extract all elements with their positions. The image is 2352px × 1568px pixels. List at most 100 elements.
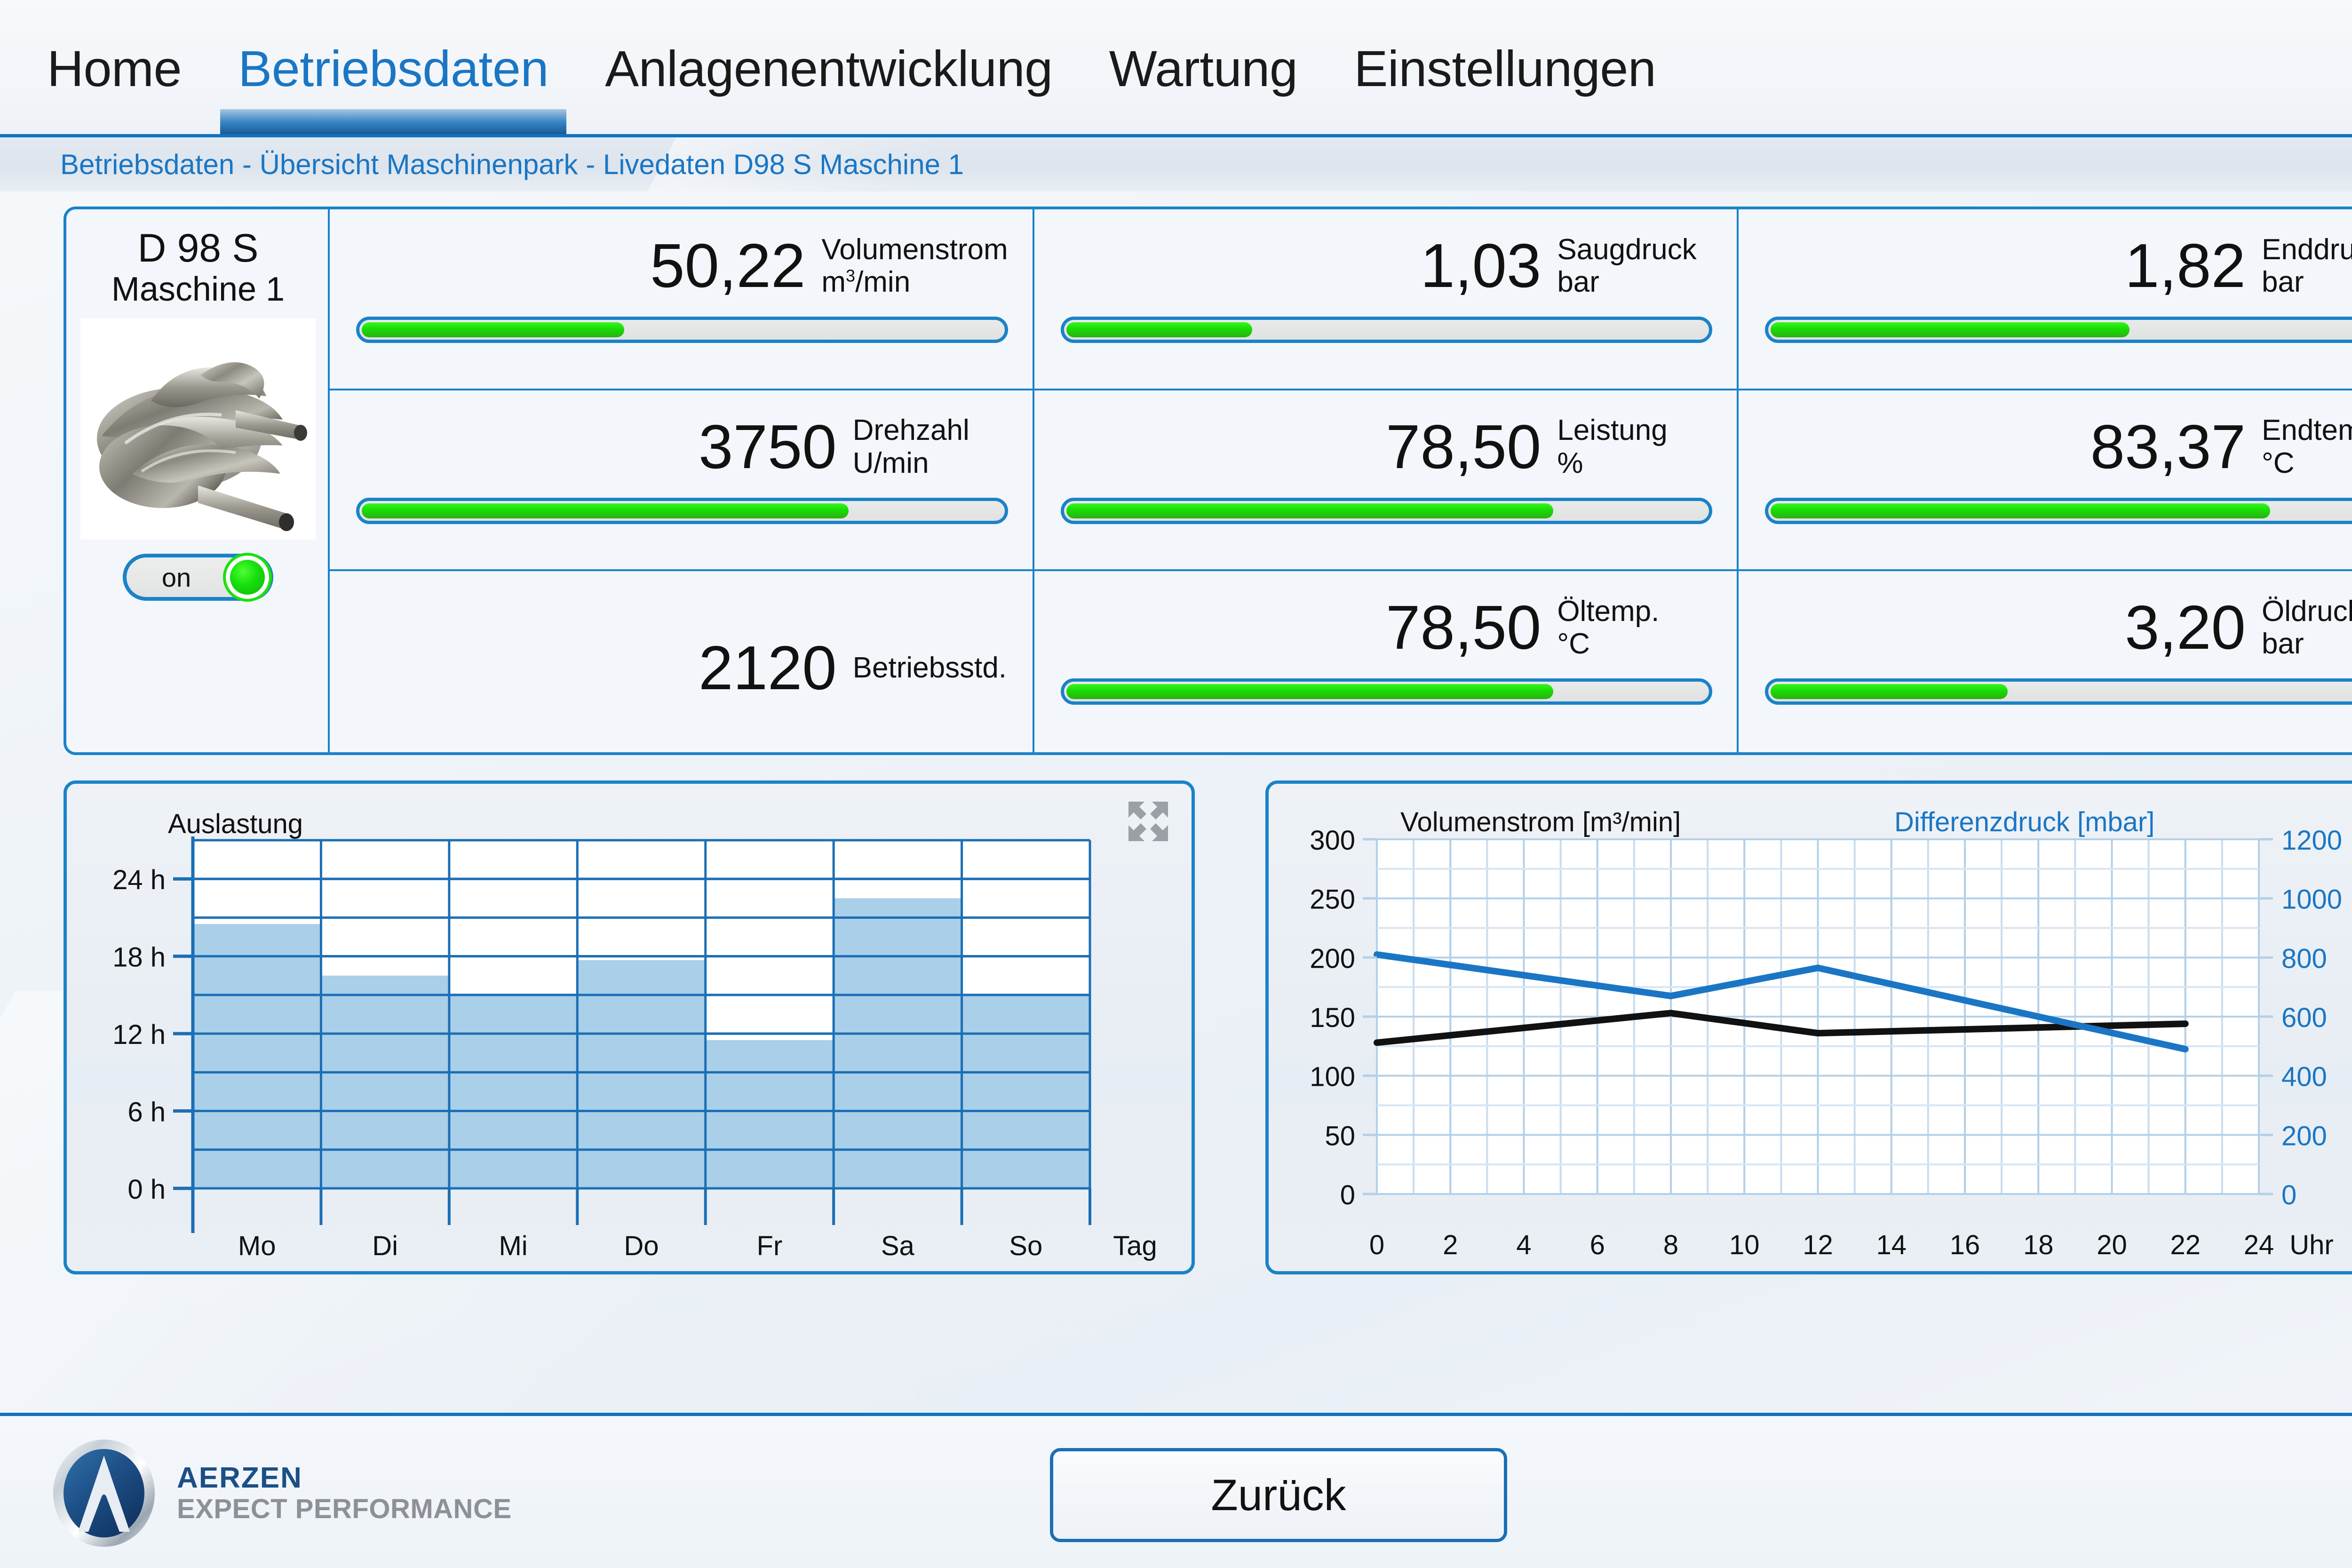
svg-text:0: 0 xyxy=(1369,1230,1384,1260)
kpi-label: Drehzahl xyxy=(852,414,969,447)
svg-text:10: 10 xyxy=(1729,1230,1760,1260)
kpi-unit: bar xyxy=(2261,628,2304,661)
kpi-label: Betriebsstd. xyxy=(852,651,1007,684)
kpi-tile-enddruck[interactable]: 1,82 Enddruck bar xyxy=(1739,209,2352,390)
tab-anlagenentwicklung[interactable]: Anlagenentwicklung xyxy=(605,40,1053,97)
svg-text:2: 2 xyxy=(1443,1230,1458,1260)
svg-text:6: 6 xyxy=(1590,1230,1605,1260)
kpi-value: 83,37 xyxy=(2090,412,2246,481)
svg-text:300: 300 xyxy=(1310,825,1355,856)
svg-text:24 h: 24 h xyxy=(112,865,166,895)
live-data-panel: D 98 S Maschine 1 xyxy=(64,207,2352,755)
svg-text:200: 200 xyxy=(2281,1121,2327,1151)
kpi-readout: 78,50 Öltemp. °C xyxy=(1061,583,1713,672)
kpi-progress-bar xyxy=(1765,497,2352,524)
kpi-label: Endtemp. xyxy=(2261,414,2352,447)
volumenstrom-differenzdruck-chart-panel: Volumenstrom [m³/min] Differenzdruck [mb… xyxy=(1265,780,2352,1274)
svg-text:Fr: Fr xyxy=(757,1231,783,1261)
kpi-tile-oeldruck[interactable]: 3,20 Öldruck bar xyxy=(1739,571,2352,752)
svg-text:16: 16 xyxy=(1950,1230,1980,1260)
tab-wartung[interactable]: Wartung xyxy=(1109,40,1298,97)
svg-text:0: 0 xyxy=(1340,1180,1355,1210)
kpi-label: Enddruck xyxy=(2261,233,2352,266)
kpi-readout: 3,20 Öldruck bar xyxy=(1765,583,2352,672)
svg-text:24: 24 xyxy=(2244,1230,2274,1260)
kpi-unit: °C xyxy=(1557,628,1590,661)
svg-text:400: 400 xyxy=(2281,1062,2327,1092)
kpi-tile-betriebsstunden[interactable]: 2120 Betriebsstd. xyxy=(330,571,1034,752)
svg-text:50: 50 xyxy=(1325,1121,1355,1151)
tab-betriebsdaten[interactable]: Betriebsdaten xyxy=(210,0,577,137)
kpi-unit: bar xyxy=(1557,266,1599,298)
kpi-tile-leistung[interactable]: 78,50 Leistung % xyxy=(1034,390,1739,572)
logo-wordmark: AERZEN xyxy=(177,1461,302,1494)
kpi-progress-fill xyxy=(362,322,625,337)
kpi-readout: 1,82 Enddruck bar xyxy=(1765,222,2352,310)
kpi-value: 2120 xyxy=(699,633,837,702)
svg-text:18 h: 18 h xyxy=(112,942,166,973)
kpi-progress-bar xyxy=(1060,317,1713,343)
kpi-tile-drehzahl[interactable]: 3750 Drehzahl U/min xyxy=(330,390,1034,572)
svg-text:So: So xyxy=(1009,1231,1042,1261)
kpi-progress-fill xyxy=(1066,322,1252,337)
kpi-progress-bar xyxy=(1765,317,2352,343)
kpi-value: 1,82 xyxy=(2125,231,2246,300)
aerzen-logo: AERZEN EXPECT PERFORMANCE xyxy=(52,1439,512,1548)
kpi-progress-fill xyxy=(1066,503,1553,518)
kpi-unit: °C xyxy=(2261,446,2295,479)
kpi-progress-fill xyxy=(1771,322,2130,337)
svg-text:1200: 1200 xyxy=(2281,825,2342,856)
kpi-progress-bar xyxy=(1060,678,1713,705)
kpi-value: 78,50 xyxy=(1386,412,1542,481)
kpi-value: 78,50 xyxy=(1386,593,1542,662)
svg-text:100: 100 xyxy=(1310,1062,1355,1092)
svg-text:0 h: 0 h xyxy=(127,1174,166,1205)
svg-text:1000: 1000 xyxy=(2281,884,2342,915)
kpi-unit: m3/min xyxy=(821,266,911,298)
svg-text:250: 250 xyxy=(1310,884,1355,915)
toggle-state-label: on xyxy=(161,562,191,592)
page-content: D 98 S Maschine 1 xyxy=(0,191,2352,1568)
kpi-label: Saugdruck xyxy=(1557,233,1697,266)
svg-text:200: 200 xyxy=(1310,943,1355,974)
tab-home[interactable]: Home xyxy=(47,40,182,97)
breadcrumb[interactable]: Betriebsdaten - Übersicht Maschinenpark … xyxy=(60,149,964,180)
tab-einstellungen[interactable]: Einstellungen xyxy=(1354,40,1656,97)
svg-text:Do: Do xyxy=(624,1231,659,1261)
kpi-progress-fill xyxy=(362,503,849,518)
kpi-tile-endtemp[interactable]: 83,37 Endtemp. °C xyxy=(1739,390,2352,572)
chart-title-auslastung: Auslastung xyxy=(168,809,303,839)
svg-text:12: 12 xyxy=(1803,1230,1833,1260)
kpi-progress-bar xyxy=(356,317,1008,343)
svg-text:8: 8 xyxy=(1663,1230,1678,1260)
kpi-unit: % xyxy=(1557,446,1583,479)
svg-text:Sa: Sa xyxy=(881,1231,915,1261)
kpi-tile-oeltemp[interactable]: 78,50 Öltemp. °C xyxy=(1034,571,1739,752)
machine-identity-cell: D 98 S Maschine 1 xyxy=(66,209,330,752)
kpi-unit: bar xyxy=(2261,266,2304,298)
kpi-value: 3,20 xyxy=(2125,593,2246,662)
svg-text:800: 800 xyxy=(2281,943,2327,974)
svg-text:Tag: Tag xyxy=(1113,1231,1157,1261)
kpi-value: 1,03 xyxy=(1420,231,1542,300)
svg-text:22: 22 xyxy=(2170,1230,2201,1260)
kpi-progress-fill xyxy=(1771,684,2008,700)
svg-text:0: 0 xyxy=(2281,1180,2296,1210)
svg-text:20: 20 xyxy=(2097,1230,2127,1260)
kpi-progress-bar xyxy=(1765,678,2352,705)
expand-arrows-icon[interactable] xyxy=(1127,800,1170,845)
auslastung-chart-panel: Auslastung 0 h 6 h 12 h 18 h 24 h Mo Di Mi Do Fr S… xyxy=(64,780,1195,1274)
svg-text:Uhr: Uhr xyxy=(2289,1230,2333,1260)
toggle-indicator-icon xyxy=(230,560,265,595)
svg-text:12 h: 12 h xyxy=(112,1019,166,1050)
machine-power-toggle[interactable]: on xyxy=(123,554,273,601)
kpi-tile-volumenstrom[interactable]: 50,22 Volumenstrom m3/min xyxy=(330,209,1034,390)
kpi-tile-saugdruck[interactable]: 1,03 Saugdruck bar xyxy=(1034,209,1739,390)
svg-text:Mo: Mo xyxy=(238,1231,276,1261)
back-button[interactable]: Zurück xyxy=(1050,1448,1507,1542)
main-navigation: Home Betriebsdaten Anlagenentwicklung Wa… xyxy=(0,0,2352,137)
footer-bar: AERZEN EXPECT PERFORMANCE Zurück xyxy=(0,1413,2352,1568)
svg-text:14: 14 xyxy=(1876,1230,1907,1260)
kpi-readout: 83,37 Endtemp. °C xyxy=(1765,403,2352,491)
kpi-readout: 3750 Drehzahl U/min xyxy=(356,403,1008,491)
